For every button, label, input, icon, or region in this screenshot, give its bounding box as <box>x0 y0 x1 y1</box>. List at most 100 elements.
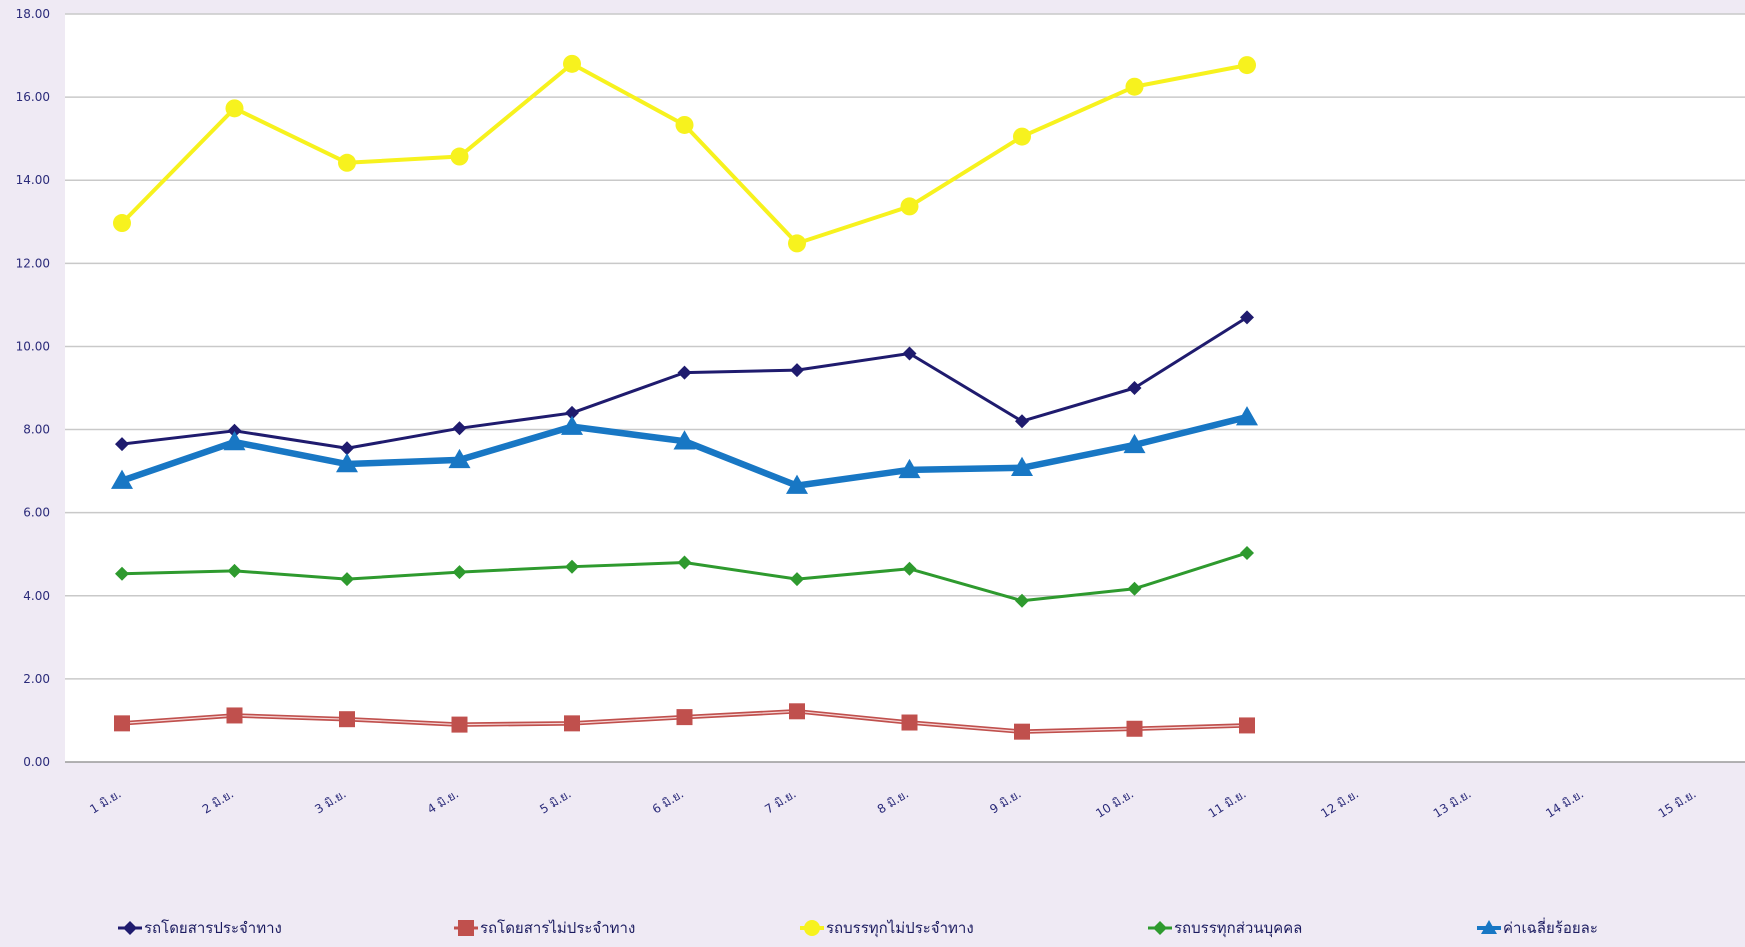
data-point <box>673 430 696 450</box>
data-point <box>561 415 583 435</box>
x-tick-label: 12 มิ.ย. <box>1318 787 1361 821</box>
data-point <box>789 703 805 720</box>
data-point <box>451 716 468 733</box>
data-point <box>1015 414 1029 429</box>
legend-marker <box>123 921 137 935</box>
data-point <box>339 711 355 728</box>
legend-marker <box>804 920 820 936</box>
y-tick-label: 14.00 <box>16 173 50 187</box>
data-point <box>114 715 130 732</box>
data-point <box>227 563 242 578</box>
series-1 <box>115 310 1254 456</box>
data-point <box>225 99 244 118</box>
series-lines <box>111 54 1258 740</box>
y-tick-label: 8.00 <box>23 423 50 437</box>
data-point <box>1014 723 1030 740</box>
y-tick-label: 18.00 <box>16 7 50 21</box>
data-point <box>223 431 246 451</box>
legend-marker <box>458 920 474 936</box>
data-point <box>563 54 581 73</box>
data-point <box>564 715 580 732</box>
plot-area <box>65 14 1745 762</box>
legend-item-5: ค่าเฉลี่ยร้อยละ <box>1477 917 1598 937</box>
data-point <box>898 458 921 479</box>
series-3 <box>113 54 1256 253</box>
y-tick-label: 4.00 <box>23 589 50 603</box>
legend-marker <box>1481 920 1497 934</box>
legend-item-1: รถโดยสารประจำทาง <box>118 919 282 937</box>
y-tick-label: 12.00 <box>16 256 50 270</box>
data-point <box>1127 581 1142 596</box>
data-point <box>227 423 242 438</box>
x-tick-label: 11 มิ.ย. <box>1206 787 1249 821</box>
data-point <box>1015 593 1029 608</box>
data-point <box>565 405 579 420</box>
data-point <box>788 234 806 253</box>
data-point <box>115 437 129 452</box>
data-point <box>1236 406 1258 426</box>
data-point <box>675 115 694 134</box>
data-point <box>790 363 804 378</box>
data-point <box>1011 456 1033 477</box>
legend-marker <box>1153 921 1167 935</box>
legend-label: รถบรรทุกไม่ประจำทาง <box>826 919 974 938</box>
data-point <box>1127 381 1142 395</box>
gridlines <box>65 13 1745 763</box>
y-axis-ticks: 0.00 2.00 4.00 6.00 8.00 10.00 12.00 14.00 16.00… <box>16 7 50 769</box>
data-point <box>452 565 467 580</box>
legend-item-4: รถบรรทุกส่วนบุคคล <box>1148 919 1302 938</box>
data-point <box>901 714 918 731</box>
series-5 <box>111 406 1258 494</box>
data-point <box>448 448 471 469</box>
x-axis-ticks: 1 มิ.ย. 2 มิ.ย. 3 มิ.ย. 4 มิ.ย. 5 มิ.ย. 6 มิ.… <box>87 787 1698 821</box>
data-point <box>450 147 469 166</box>
legend-label: รถบรรทุกส่วนบุคคล <box>1174 919 1302 938</box>
legend-item-2: รถโดยสารไม่ประจำทาง <box>454 919 635 937</box>
x-tick-label: 4 มิ.ย. <box>425 787 461 817</box>
data-point <box>677 365 692 380</box>
y-tick-label: 0.00 <box>23 755 50 769</box>
data-point <box>226 707 243 724</box>
legend-label: รถโดยสารประจำทาง <box>144 919 282 937</box>
data-point <box>676 709 693 726</box>
y-tick-label: 16.00 <box>16 90 50 104</box>
x-tick-label: 5 มิ.ย. <box>537 787 573 817</box>
x-tick-label: 8 มิ.ย. <box>875 787 911 817</box>
data-point <box>111 469 133 489</box>
data-point <box>336 453 358 473</box>
x-tick-label: 14 มิ.ย. <box>1543 787 1586 821</box>
x-tick-label: 9 มิ.ย. <box>987 787 1023 817</box>
x-tick-label: 13 มิ.ย. <box>1431 787 1474 821</box>
data-point <box>1123 433 1146 454</box>
x-tick-label: 10 มิ.ย. <box>1093 787 1136 821</box>
data-point <box>1239 717 1255 734</box>
legend: รถโดยสารประจำทาง รถโดยสารไม่ประจำทาง รถบรร… <box>118 917 1598 938</box>
data-point <box>1240 545 1254 560</box>
y-tick-label: 6.00 <box>23 506 50 520</box>
x-tick-label: 2 มิ.ย. <box>200 787 236 817</box>
data-point <box>113 214 131 233</box>
series-4 <box>115 545 1254 608</box>
data-point <box>677 555 692 570</box>
legend-item-3: รถบรรทุกไม่ประจำทาง <box>800 919 974 938</box>
series-2 <box>114 703 1255 740</box>
x-tick-label: 1 มิ.ย. <box>87 787 123 817</box>
data-point <box>902 346 917 361</box>
data-point <box>786 474 808 494</box>
data-point <box>338 153 356 172</box>
y-tick-label: 2.00 <box>23 672 50 686</box>
data-point <box>1125 77 1144 96</box>
legend-label: รถโดยสารไม่ประจำทาง <box>480 919 635 937</box>
data-point <box>902 561 917 576</box>
data-point <box>452 421 467 436</box>
data-point <box>1013 127 1031 146</box>
data-point <box>1240 310 1254 325</box>
data-point <box>565 559 579 574</box>
data-point <box>340 441 354 456</box>
data-point <box>790 572 804 587</box>
x-tick-label: 7 มิ.ย. <box>762 787 798 817</box>
data-point <box>1238 56 1256 75</box>
x-tick-label: 15 มิ.ย. <box>1656 787 1699 821</box>
